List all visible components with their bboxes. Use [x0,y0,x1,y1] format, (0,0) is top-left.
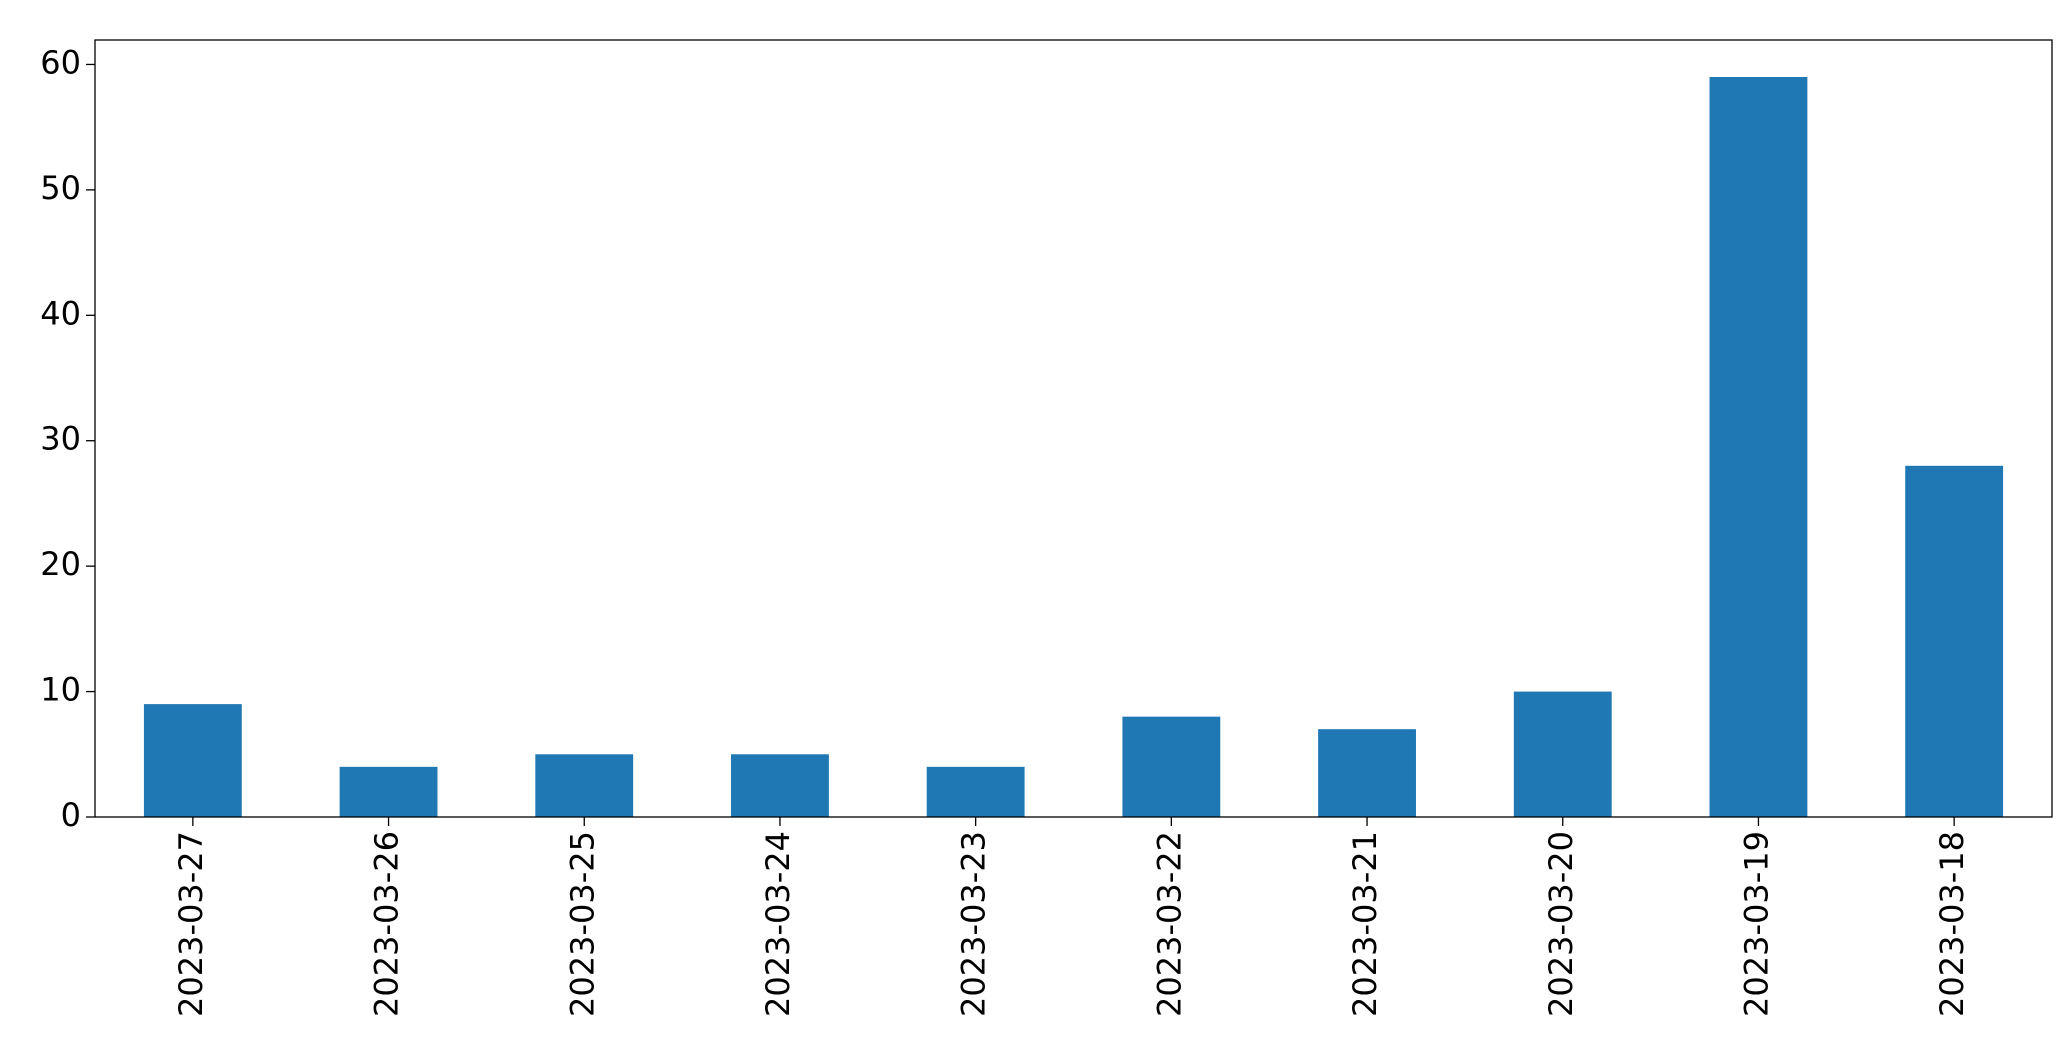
x-tick-label: 2023-03-24 [759,831,797,1017]
y-tick-label: 40 [40,294,81,332]
bar [1709,77,1808,817]
y-tick-label: 50 [40,169,81,207]
bar [1318,729,1416,817]
x-tick-label: 2023-03-23 [955,831,993,1017]
y-tick-label: 10 [40,671,81,709]
y-tick-label: 0 [61,796,81,834]
bar [1122,716,1221,817]
x-tick-label: 2023-03-20 [1542,831,1580,1017]
y-tick-label: 20 [40,545,81,583]
bar [143,704,242,817]
axes-frame [94,39,2053,818]
x-tick-label: 2023-03-27 [172,831,210,1017]
x-tick-label: 2023-03-21 [1346,831,1384,1017]
y-tick-label: 60 [40,43,81,81]
x-tick-label: 2023-03-19 [1737,831,1775,1017]
x-tick-label: 2023-03-25 [563,831,601,1017]
bar [926,766,1025,817]
x-tick-label: 2023-03-26 [368,831,406,1017]
y-tick-label: 30 [40,420,81,458]
x-tick-label: 2023-03-22 [1150,831,1188,1017]
bar [535,754,634,817]
bar [731,754,829,817]
bar [1513,691,1612,817]
bar [1905,465,2004,817]
bar [339,766,438,817]
x-tick-label: 2023-03-18 [1933,831,1971,1017]
